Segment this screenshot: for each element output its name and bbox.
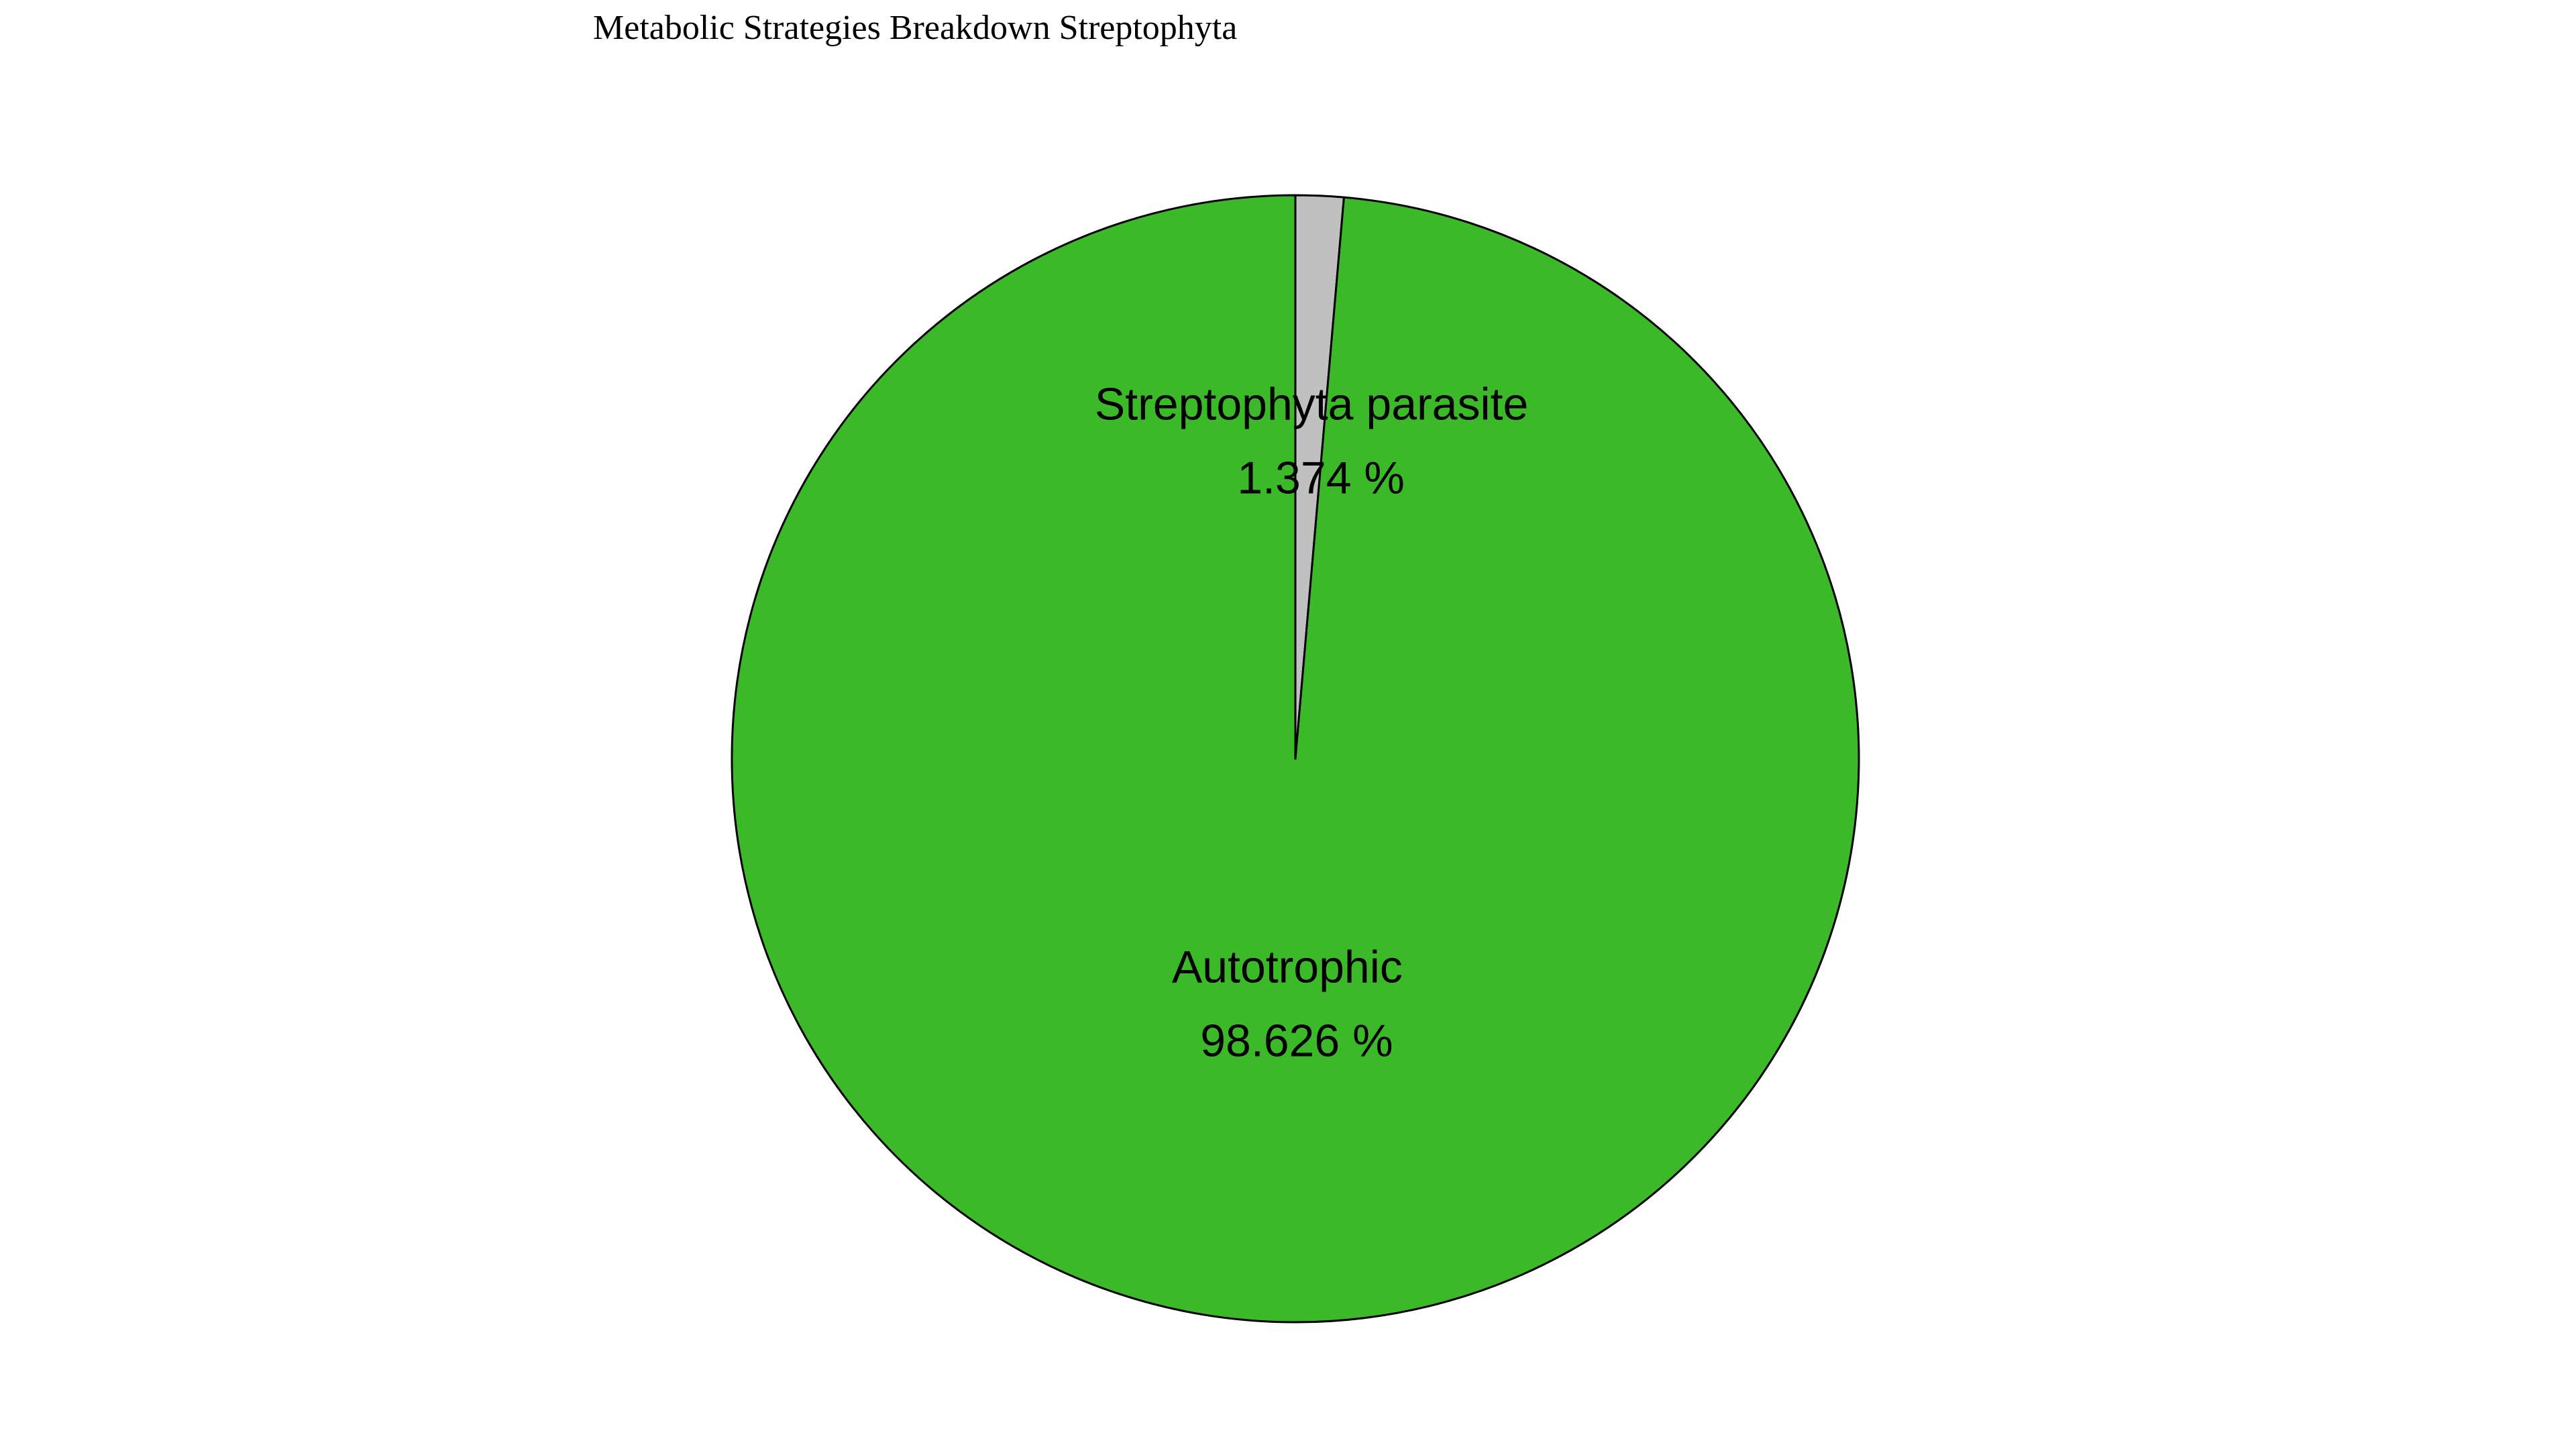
pie-slice-autotrophic [731, 194, 1860, 1324]
slice-percent-label: 1.374 % [1237, 452, 1405, 503]
slice-percent-label: 98.626 % [1200, 1016, 1393, 1067]
pie-slices [731, 194, 1860, 1324]
chart-title: Metabolic Strategies Breakdown Streptoph… [593, 9, 1238, 47]
pie-labels: Streptophyta parasite 1.374 % Autotrophic 9… [1095, 378, 1528, 1066]
slice-label: Streptophyta parasite [1095, 378, 1528, 429]
slice-label: Autotrophic [1172, 942, 1403, 993]
